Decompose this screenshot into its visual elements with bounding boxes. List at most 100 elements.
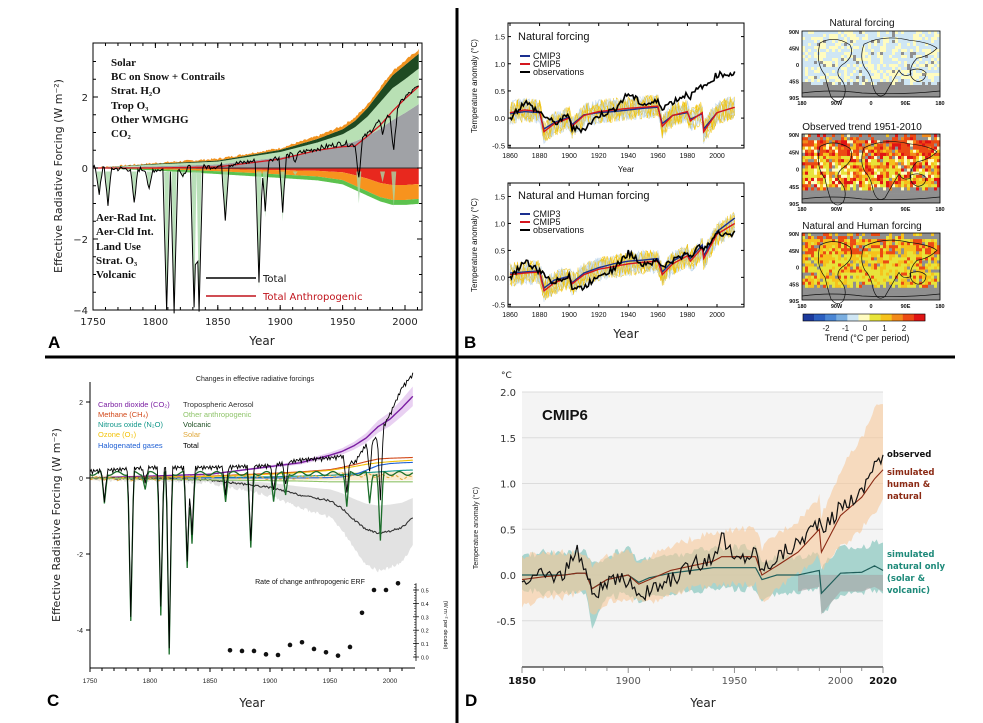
map-cell [844, 149, 848, 154]
map-cell [820, 193, 824, 198]
map-cell [910, 143, 914, 147]
map-cell [928, 287, 932, 292]
map-cell [898, 184, 902, 188]
map-cell [817, 284, 821, 289]
map-cell [865, 61, 869, 65]
map-cell [916, 134, 920, 138]
map-cell [838, 162, 842, 166]
map-cell [862, 248, 866, 252]
map-cell [898, 177, 902, 182]
map-cell [877, 88, 881, 92]
map-cell [895, 43, 899, 47]
map-cell [892, 37, 896, 41]
map-cell [877, 177, 881, 182]
legend-methane: Methane (CH₄) [98, 410, 149, 419]
map-cell [913, 67, 917, 71]
map-cell [862, 165, 866, 169]
map-cell [922, 245, 926, 249]
map-cell [844, 275, 848, 279]
map-cell [811, 272, 815, 276]
map-cell [847, 40, 851, 44]
map-cell [925, 177, 929, 182]
map-cell [886, 34, 890, 38]
map-cell [934, 193, 938, 198]
map-cell [931, 181, 935, 185]
map-cell [910, 177, 914, 182]
map-cell [928, 272, 932, 276]
map-cell [934, 266, 938, 270]
map-cell [802, 165, 806, 169]
map-cell [811, 168, 815, 172]
map-title-natural-human: Natural and Human forcing [802, 221, 922, 232]
map-cell [931, 94, 935, 98]
map-cell [889, 181, 893, 185]
map-cell [868, 91, 872, 95]
map-cell [823, 190, 827, 194]
map-cell [871, 64, 875, 68]
map-cell [877, 296, 881, 301]
map-cell [931, 67, 935, 71]
map-cell [853, 73, 857, 77]
map-cell [874, 34, 878, 38]
map-cell [847, 181, 851, 185]
map-cell [862, 55, 866, 59]
map-cell [835, 296, 839, 301]
map-cell [880, 174, 884, 179]
map-cell [862, 174, 866, 179]
map-cell [919, 248, 923, 252]
map-cell [916, 177, 920, 182]
map-cell [934, 174, 938, 179]
map-cell [898, 67, 902, 71]
map-cell [802, 155, 806, 160]
map-cell [847, 293, 851, 298]
map-cell [907, 155, 911, 160]
map-cell [826, 88, 830, 92]
map-cell [802, 52, 806, 56]
map-cell [895, 55, 899, 59]
panel-a-x-axis-label: Year [248, 334, 274, 348]
map-cell [832, 196, 836, 201]
map-cell [916, 79, 920, 83]
map-cell [871, 260, 875, 264]
map-cell [835, 143, 839, 147]
map-cell [811, 43, 815, 47]
map-cell [889, 171, 893, 176]
map-cell [931, 275, 935, 279]
map-cell [829, 76, 833, 80]
map-cell [835, 76, 839, 80]
map-cell [934, 76, 938, 80]
map-cell [826, 49, 830, 53]
map-cell [898, 233, 902, 237]
map-cell [826, 272, 830, 276]
map-cell [883, 52, 887, 56]
map-cell [871, 296, 875, 301]
map-cell [850, 296, 854, 301]
map-cell [937, 275, 941, 279]
map-cell [850, 58, 854, 62]
map-cell [937, 152, 941, 157]
map-cell [856, 242, 860, 246]
map-cell [883, 40, 887, 44]
map-cell [811, 58, 815, 62]
map-cell [874, 257, 878, 261]
map-cell [865, 76, 869, 80]
map-cell [877, 242, 881, 246]
map-cell [838, 64, 842, 68]
map-cell [937, 187, 941, 191]
inset-point [323, 650, 329, 655]
map-cell [841, 293, 845, 298]
map-cell [847, 88, 851, 92]
map-cell [904, 266, 908, 270]
map-cell [850, 79, 854, 83]
map-cell [916, 137, 920, 141]
map-cell [937, 171, 941, 176]
map-cell [913, 239, 917, 243]
map-cell [823, 155, 827, 160]
map-cell [928, 269, 932, 273]
map-cell [859, 177, 863, 182]
map-cell [874, 149, 878, 154]
map-cell [898, 94, 902, 98]
map-cell [931, 260, 935, 264]
map-cell [892, 245, 896, 249]
